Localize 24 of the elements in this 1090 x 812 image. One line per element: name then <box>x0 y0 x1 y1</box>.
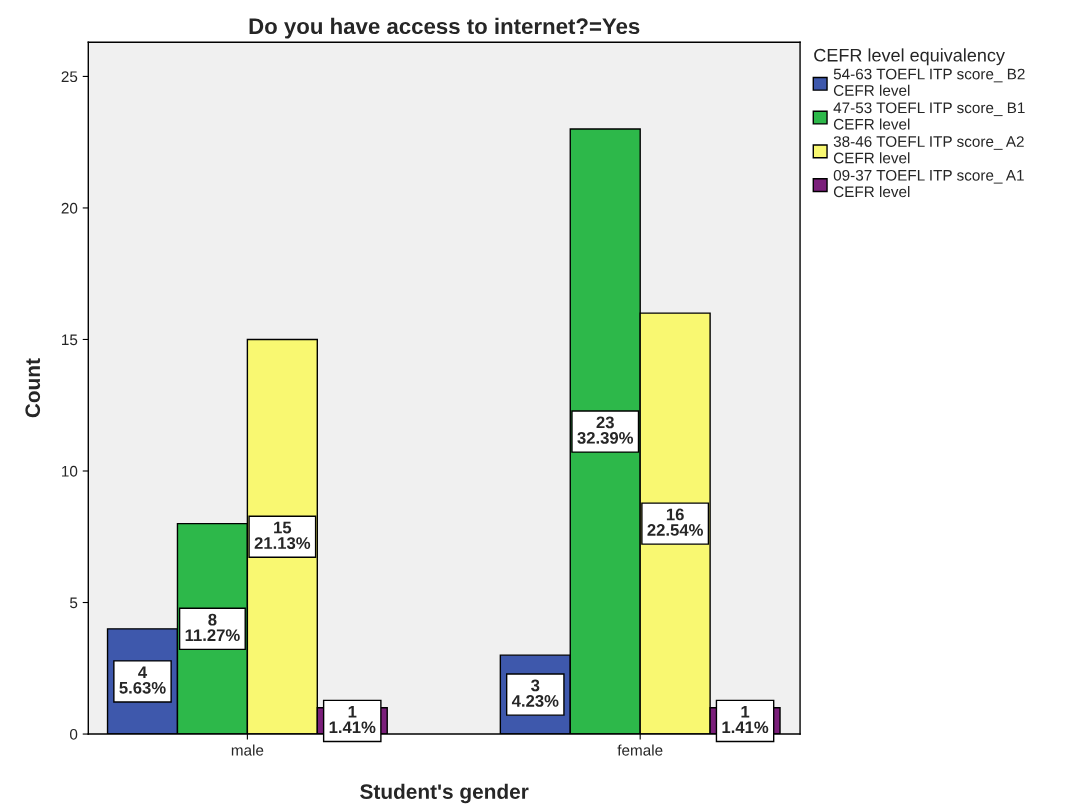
data-label: 4 5.63% <box>119 666 166 694</box>
data-label: 16 22.54% <box>647 508 703 536</box>
data-label: 8 11.27% <box>185 613 240 642</box>
y-tick-label: 25 <box>61 71 78 83</box>
data-label: 23 32.39% <box>577 416 634 444</box>
chart-title: Do you have access to internet?=Yes <box>249 17 640 39</box>
data-label: 1 1.41% <box>329 705 376 734</box>
x-tick-label: female <box>617 744 663 756</box>
legend-label: 54-63 TOEFL ITP score_ B2 CEFR level <box>833 68 1025 96</box>
data-label: 15 21.13% <box>254 521 311 550</box>
legend-label: 47-53 TOEFL ITP score_ B1 CEFR level <box>833 102 1025 130</box>
data-label: 1 1.41% <box>722 705 769 734</box>
legend-label: 38-46 TOEFL ITP score_ A2 CEFR level <box>833 136 1024 164</box>
legend-title: CEFR level equivalency <box>814 48 1005 66</box>
x-axis-title: Student's gender <box>360 783 529 804</box>
y-tick-label: 10 <box>62 465 78 477</box>
y-axis-title: Count <box>25 358 41 418</box>
y-tick-label: 20 <box>61 202 78 214</box>
legend-label: 09-37 TOEFL ITP score_ A1 CEFR level <box>833 169 1024 198</box>
x-tick-label: male <box>231 744 264 756</box>
data-label: 3 4.23% <box>511 679 559 707</box>
y-tick-label: 5 <box>69 597 78 609</box>
y-tick-label: 0 <box>69 728 78 740</box>
y-tick-label: 15 <box>62 334 78 346</box>
